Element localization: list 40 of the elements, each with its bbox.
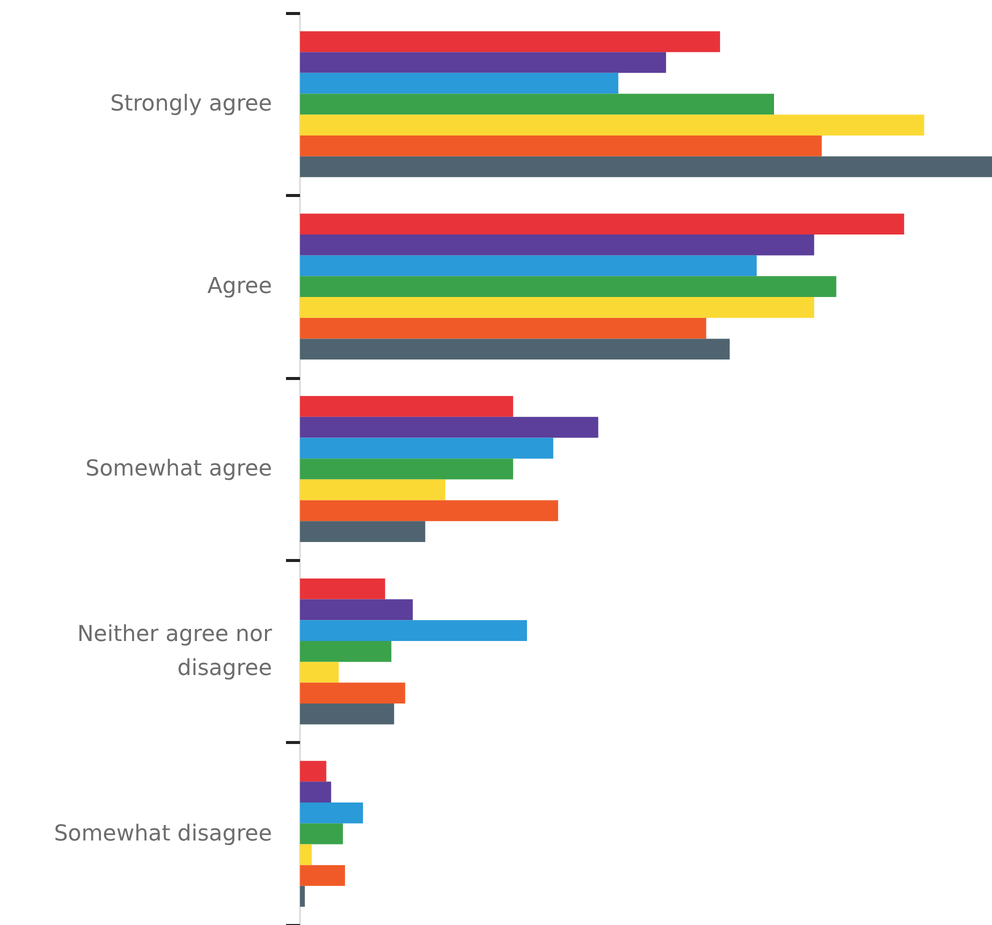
bar xyxy=(300,214,904,234)
bar xyxy=(300,662,339,683)
y-tick-label: Somewhat agree xyxy=(85,456,272,482)
y-tick-label: Agree xyxy=(207,274,272,300)
bar xyxy=(300,72,618,94)
bar xyxy=(300,620,527,641)
bar xyxy=(300,416,598,438)
y-tick-label: Neither agree nor disagree xyxy=(77,622,273,681)
bar xyxy=(300,479,446,500)
bar xyxy=(300,886,305,907)
y-tick-label: Strongly agree xyxy=(110,92,272,117)
bar xyxy=(300,255,757,276)
bar xyxy=(300,578,386,600)
bar xyxy=(300,500,558,522)
bar xyxy=(300,782,332,803)
bar xyxy=(300,640,392,662)
bar xyxy=(300,52,666,73)
bar xyxy=(300,844,312,866)
bar xyxy=(300,234,814,256)
bar xyxy=(300,865,345,886)
bar xyxy=(300,438,554,459)
bar xyxy=(300,156,992,178)
bar xyxy=(300,458,514,480)
bar xyxy=(300,297,814,318)
bar xyxy=(300,94,774,115)
bar xyxy=(300,114,924,136)
bar xyxy=(300,682,406,704)
bar xyxy=(300,338,730,360)
bar xyxy=(300,802,363,824)
bar xyxy=(300,760,326,782)
bar xyxy=(300,521,426,542)
bar xyxy=(300,135,822,156)
bar xyxy=(300,31,720,52)
bar xyxy=(300,704,394,724)
bar xyxy=(300,823,343,844)
bar xyxy=(300,276,836,298)
bar xyxy=(300,318,706,339)
bar xyxy=(300,599,413,620)
y-tick-label: Somewhat disagree xyxy=(54,821,272,846)
bar xyxy=(300,396,514,417)
